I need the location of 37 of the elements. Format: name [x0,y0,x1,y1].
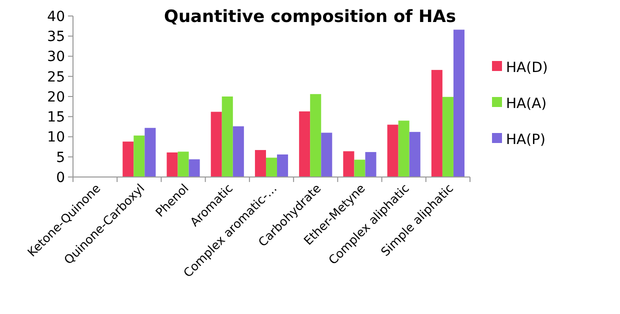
bar [321,132,332,177]
bar [310,94,322,177]
y-tick-label: 35 [47,29,65,46]
bar [442,96,454,177]
bar [134,136,145,177]
y-tick-label: 5 [56,150,65,166]
y-tick-label: 30 [47,49,65,66]
bar [398,120,410,177]
bar [354,160,366,177]
y-tick-label: 25 [47,69,65,86]
bar [343,151,354,177]
bar [210,112,222,177]
y-tick-label: 20 [47,89,65,106]
bar [166,152,178,177]
bar [431,70,442,177]
y-tick-label: 15 [47,110,65,126]
chart-title: Quantitive composition of HAs [164,7,456,27]
bar [122,142,134,177]
bar [277,154,288,177]
bar [232,126,244,177]
bar [409,132,420,177]
bar [387,124,398,177]
bar [266,158,278,177]
bar [453,30,464,177]
y-tick-label: 0 [56,170,65,186]
bar [254,150,266,177]
bar [188,159,200,177]
bar [365,152,376,177]
legend-label: HA(D) [506,60,548,76]
bar [144,128,156,177]
bar [178,152,189,177]
bar [222,96,233,177]
legend-label: HA(A) [506,96,547,112]
bar [299,111,310,177]
y-tick-label: 40 [47,8,65,25]
legend-label: HA(P) [506,132,546,148]
y-tick-label: 10 [47,130,65,146]
